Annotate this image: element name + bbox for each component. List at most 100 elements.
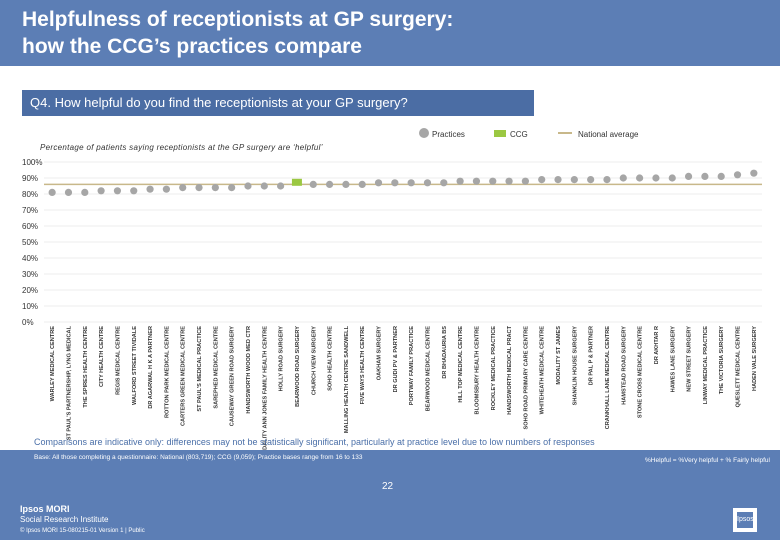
practice-point xyxy=(603,176,611,184)
y-tick-label: 20% xyxy=(22,286,38,295)
y-tick-label: 70% xyxy=(22,206,38,215)
footer-meta: © Ipsos MORI 15-080215-01 Version 1 | Pu… xyxy=(20,528,145,534)
practice-point xyxy=(440,179,448,187)
brand-name: Ipsos MORI xyxy=(20,504,70,514)
x-tick-label: DR PAL P & PARTNER xyxy=(589,326,595,385)
practice-point xyxy=(750,169,758,177)
question-text: Q4. How helpful do you find the receptio… xyxy=(30,95,408,110)
legend-ccg-label: CCG xyxy=(510,130,528,139)
practice-point xyxy=(146,185,154,193)
x-tick-label: STONE CROSS MEDICAL CENTRE xyxy=(638,326,644,418)
x-tick-label: BEARWOOD MEDICAL CENTRE xyxy=(425,326,431,412)
x-tick-label: CHURCH VIEW SURGERY xyxy=(311,326,317,395)
practice-point xyxy=(668,174,676,182)
practice-point xyxy=(179,184,187,192)
x-tick-label: CARTERS GREEN MEDICAL CENTRE xyxy=(181,326,187,426)
practice-point xyxy=(342,180,350,188)
practice-point xyxy=(554,176,562,184)
x-tick-label: HILL TOP MEDICAL CENTRE xyxy=(458,326,464,403)
y-tick-label: 50% xyxy=(22,238,38,247)
brand-subtitle: Social Research Institute xyxy=(20,515,109,524)
practice-point xyxy=(277,182,285,190)
chart-subtitle: Percentage of patients saying receptioni… xyxy=(40,143,323,152)
x-tick-label: ROTTON PARK MEDICAL CENTRE xyxy=(164,326,170,418)
definition-text: %Helpful = %Very helpful + % Fairly help… xyxy=(644,457,770,464)
practice-point xyxy=(570,176,578,184)
practice-point xyxy=(505,177,513,185)
title-line-1: Helpfulness of receptionists at GP surge… xyxy=(22,8,454,31)
x-tick-label: DR GUDI PV & PARTNER xyxy=(393,326,399,392)
x-tick-label: OAKHAM SURGERY xyxy=(377,326,383,380)
practice-point xyxy=(228,184,236,192)
caveat-text: Comparisons are indicative only: differe… xyxy=(34,437,595,447)
y-tick-label: 30% xyxy=(22,270,38,279)
x-tick-label: SAREPHED MEDICAL CENTRE xyxy=(213,326,219,409)
practice-point xyxy=(64,188,73,196)
x-tick-label: REGIS MEDICAL CENTRE xyxy=(115,326,121,395)
x-tick-label: WHITEHEATH MEDICAL CENTRE xyxy=(540,326,546,415)
x-tick-label: PORTWAY FAMILY PRACTICE xyxy=(409,326,415,406)
x-tick-label: MODALITY ST JAMES xyxy=(556,326,562,385)
x-tick-label: HADEN VALE SURGERY xyxy=(752,326,758,391)
question-bar xyxy=(22,90,534,116)
x-tick-label: HANDSWORTH MEDICAL PRACT xyxy=(507,325,513,414)
practice-point xyxy=(684,172,693,180)
practice-point xyxy=(81,188,89,196)
practice-point xyxy=(374,179,383,187)
x-tick-label: CITY HEALTH CENTRE xyxy=(99,326,105,387)
x-tick-label: THE VICTORIA SURGERY xyxy=(719,326,725,394)
x-tick-label: CRANKHALL LANE MEDICAL CENTRE xyxy=(605,326,611,430)
practice-point xyxy=(472,177,481,185)
footer-banner xyxy=(0,450,780,540)
y-tick-label: 60% xyxy=(22,222,38,231)
x-tick-label: FIVE WAYS HEALTH CENTRE xyxy=(360,326,366,405)
practice-point xyxy=(619,174,627,182)
x-tick-label: SHANKLIN HOUSE SURGERY xyxy=(572,326,578,406)
ipsos-logo-text: Ipsos xyxy=(737,512,754,528)
x-tick-label: LINWAY MEDICAL PRACTICE xyxy=(703,326,709,404)
practice-point xyxy=(211,184,219,192)
practice-point xyxy=(456,177,464,185)
practice-point xyxy=(48,188,56,196)
x-tick-label: HOLLY ROAD SURGERY xyxy=(279,326,285,392)
y-tick-label: 10% xyxy=(22,302,38,311)
practice-point xyxy=(521,177,529,185)
practice-point xyxy=(162,185,170,193)
practice-point xyxy=(195,184,203,192)
header-banner xyxy=(0,0,780,66)
x-tick-label: DR AGARWAL H K A PARTNER xyxy=(148,326,154,409)
x-tick-label: HAWES LANE SURGERY xyxy=(670,326,676,393)
x-tick-label: WARLEY MEDICAL CENTRE xyxy=(50,326,56,402)
practice-point xyxy=(733,171,742,179)
y-tick-label: 100% xyxy=(22,158,42,167)
practice-point xyxy=(325,180,334,188)
x-tick-label: DR BHADAURIA BS xyxy=(442,326,448,379)
practice-point xyxy=(97,187,105,195)
practice-point xyxy=(489,177,497,185)
x-tick-label: BLOOMSBURY HEALTH CENTRE xyxy=(474,326,480,415)
x-tick-label: ST PAUL'S MEDICAL PRACTICE xyxy=(197,326,203,412)
x-tick-label: HAMSTEAD ROAD SURGERY xyxy=(621,326,627,405)
x-tick-label: MALLING HEALTH CENTRE SANDWELL xyxy=(344,325,350,433)
x-tick-label: ST PAUL'S PARTNERSHIP, LYNG MEDICAL xyxy=(66,325,72,440)
practice-point xyxy=(130,187,138,195)
x-tick-label: MODALITY ANN JONES FAMILY HEALTH CENTRE xyxy=(262,326,268,459)
practice-point xyxy=(636,174,644,182)
practice-point xyxy=(358,180,366,188)
x-tick-label: WALFORD STREET TIVIDALE xyxy=(132,326,138,405)
practice-point xyxy=(701,172,709,180)
practice-point xyxy=(587,176,595,184)
legend-national-label: National average xyxy=(578,130,639,139)
y-tick-label: 0% xyxy=(22,318,34,327)
page-number: 22 xyxy=(382,481,394,492)
y-tick-label: 80% xyxy=(22,190,38,199)
x-tick-label: CAUSEWAY GREEN ROAD SURGERY xyxy=(230,326,236,426)
x-tick-label: SOHO ROAD PRIMARY CARE CENTRE xyxy=(523,326,529,430)
practice-point xyxy=(260,182,268,190)
base-text: Base: All those completing a questionnai… xyxy=(34,454,363,461)
practice-point xyxy=(407,179,415,187)
practice-point xyxy=(717,172,725,180)
practice-point xyxy=(113,187,122,195)
ccg-point xyxy=(291,178,302,186)
